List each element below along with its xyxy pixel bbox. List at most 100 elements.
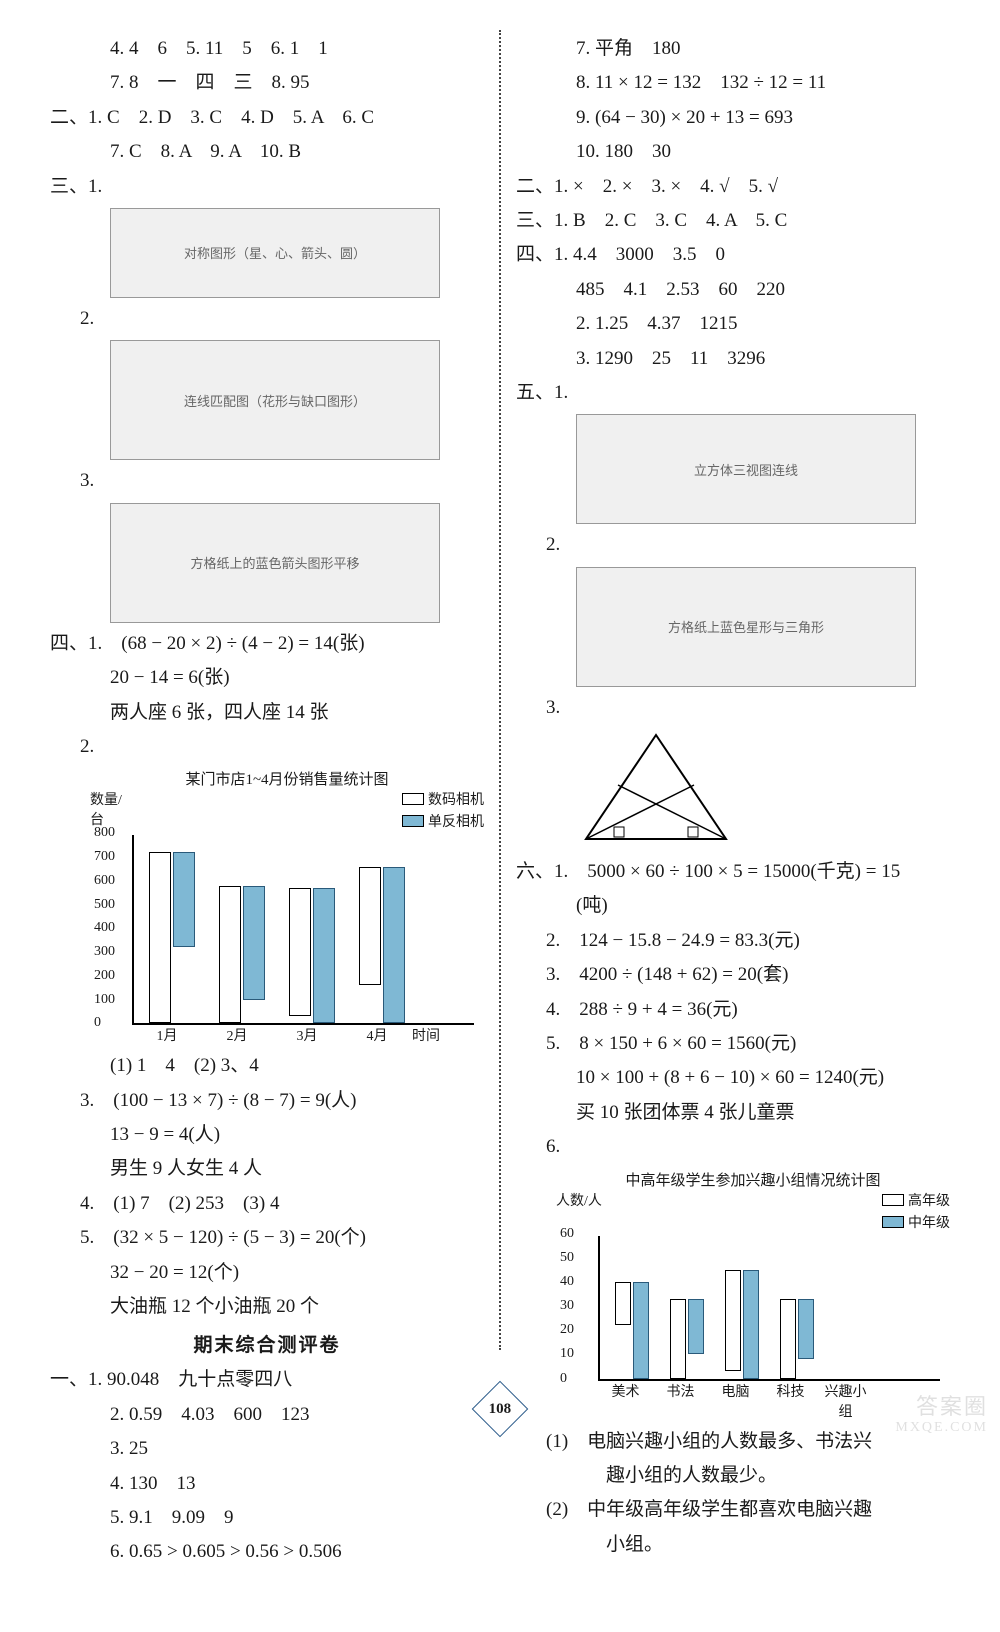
item-number: 3. — [516, 693, 950, 723]
x-label: 书法 — [653, 1381, 708, 1421]
x-label: 科技 — [763, 1381, 818, 1421]
right-column: 7. 平角 180 8. 11 × 12 = 132 132 ÷ 12 = 11… — [506, 30, 960, 1572]
x-axis-suffix: 时间 — [412, 1025, 440, 1045]
text: 趣小组的人数最少。 — [516, 1461, 950, 1491]
text: 1. × 2. × 3. × 4. √ 5. √ — [554, 176, 778, 197]
bar-blue — [688, 1299, 704, 1355]
bar-group — [289, 888, 335, 1023]
text: (1) 1 4 (2) 3、4 — [50, 1051, 484, 1081]
text: 1. 4.4 3000 3.5 0 — [554, 244, 725, 265]
text: 3. 1290 25 11 3296 — [516, 344, 950, 374]
text: (吨) — [516, 891, 950, 921]
label: 三、1. — [50, 176, 102, 197]
text: 10. 180 30 — [516, 137, 950, 167]
text: 5. 9.1 9.09 9 — [50, 1503, 484, 1533]
section-6r: 六、1. 5000 × 60 ÷ 100 × 5 = 15000(千克) = 1… — [516, 857, 950, 887]
symmetry-figures-image: 对称图形（星、心、箭头、圆） — [110, 208, 440, 298]
y-tick: 400 — [94, 920, 115, 936]
swatch-blue — [402, 815, 424, 827]
bar-white — [289, 888, 311, 1016]
cube-views-image: 立方体三视图连线 — [576, 414, 916, 524]
y-tick: 200 — [94, 968, 115, 984]
text: 3. (100 − 13 × 7) ÷ (8 − 7) = 9(人) — [50, 1086, 484, 1116]
y-tick: 800 — [94, 825, 115, 841]
y-tick: 30 — [560, 1298, 574, 1314]
label: 四、 — [50, 633, 88, 654]
text: 4. 288 ÷ 9 + 4 = 36(元) — [516, 995, 950, 1025]
swatch-white — [402, 793, 424, 805]
text: 20 − 14 = 6(张) — [50, 663, 484, 693]
text: (1) 电脑兴趣小组的人数最多、书法兴 — [516, 1427, 950, 1457]
bar-white — [725, 1270, 741, 1372]
chart-legend: 数码相机 单反相机 — [130, 789, 484, 831]
y-tick: 300 — [94, 944, 115, 960]
chart-plot-area: 0102030405060 — [598, 1236, 940, 1381]
bar-white — [670, 1299, 686, 1379]
text: 4. 4 6 5. 11 5 6. 1 1 — [50, 34, 484, 64]
item-number: 3. — [50, 466, 484, 496]
y-tick: 0 — [94, 1015, 101, 1031]
bar-group — [359, 867, 405, 1024]
sales-bar-chart: 某门市店1~4月份销售量统计图 数量/台 数码相机 单反相机 010020030… — [90, 768, 484, 1045]
section-1b: 一、1. 90.048 九十点零四八 — [50, 1365, 484, 1395]
text: 1. (68 − 20 × 2) ÷ (4 − 2) = 14(张) — [88, 633, 365, 654]
section-3r: 三、1. B 2. C 3. C 4. A 5. C — [516, 206, 950, 236]
text: 32 − 20 = 12(个) — [50, 1258, 484, 1288]
matching-lines-image: 连线匹配图（花形与缺口图形） — [110, 340, 440, 460]
x-label: 3月 — [272, 1025, 342, 1045]
chart-title: 中高年级学生参加兴趣小组情况统计图 — [556, 1169, 950, 1190]
x-label: 2月 — [202, 1025, 272, 1045]
left-column: 4. 4 6 5. 11 5 6. 1 1 7. 8 一 四 三 8. 95 二… — [40, 30, 494, 1572]
label: 六、 — [516, 861, 554, 882]
watermark: 答案圈 MXQE.COM — [895, 1395, 988, 1435]
legend-label: 中年级 — [908, 1212, 950, 1232]
section-5r: 五、1. — [516, 378, 950, 408]
text: 13 − 9 = 4(人) — [50, 1120, 484, 1150]
y-tick: 100 — [94, 992, 115, 1008]
page-number: 108 — [489, 1401, 512, 1418]
label: 二、 — [50, 107, 88, 128]
bar-blue — [313, 888, 335, 1023]
swatch-blue — [882, 1216, 904, 1228]
item-number: 6. — [516, 1132, 950, 1162]
section-3: 三、1. — [50, 172, 484, 202]
bar-white — [780, 1299, 796, 1379]
x-label: 美术 — [598, 1381, 653, 1421]
text: 9. (64 − 30) × 20 + 13 = 693 — [516, 103, 950, 133]
chart-plot-area: 0100200300400500600700800 — [132, 835, 474, 1025]
text: 男生 9 人女生 4 人 — [50, 1154, 484, 1184]
text: 485 4.1 2.53 60 220 — [516, 275, 950, 305]
label: 一、 — [50, 1369, 88, 1390]
text: 4. (1) 7 (2) 253 (3) 4 — [50, 1189, 484, 1219]
bar-blue — [173, 852, 195, 947]
y-tick: 40 — [560, 1274, 574, 1290]
text: 小组。 — [516, 1530, 950, 1560]
final-exam-title: 期末综合测评卷 — [50, 1330, 484, 1357]
legend-label: 数码相机 — [428, 789, 484, 809]
y-tick: 0 — [560, 1371, 567, 1387]
y-tick: 20 — [560, 1322, 574, 1338]
label: 五、1. — [516, 382, 568, 403]
text: 10 × 100 + (8 + 6 − 10) × 60 = 1240(元) — [516, 1063, 950, 1093]
x-label: 4月 — [342, 1025, 412, 1045]
triangle-diagram — [576, 727, 736, 847]
column-divider — [499, 30, 501, 1350]
bar-group — [725, 1270, 759, 1379]
legend-label: 高年级 — [908, 1190, 950, 1210]
y-tick: 700 — [94, 849, 115, 865]
grid-star-image: 方格纸上蓝色星形与三角形 — [576, 567, 916, 687]
bar-group — [670, 1299, 704, 1379]
bar-group — [780, 1299, 814, 1379]
bar-blue — [743, 1270, 759, 1379]
legend-label: 单反相机 — [428, 811, 484, 831]
watermark-line: MXQE.COM — [895, 1420, 988, 1435]
text: 7. 8 一 四 三 8. 95 — [50, 68, 484, 98]
label: 四、 — [516, 244, 554, 265]
label: 二、 — [516, 176, 554, 197]
y-tick: 60 — [560, 1226, 574, 1242]
text: 3. 4200 ÷ (148 + 62) = 20(套) — [516, 960, 950, 990]
bar-white — [219, 886, 241, 1024]
grid-arrows-image: 方格纸上的蓝色箭头图形平移 — [110, 503, 440, 623]
text: 7. C 8. A 9. A 10. B — [50, 137, 484, 167]
text: 7. 平角 180 — [516, 34, 950, 64]
